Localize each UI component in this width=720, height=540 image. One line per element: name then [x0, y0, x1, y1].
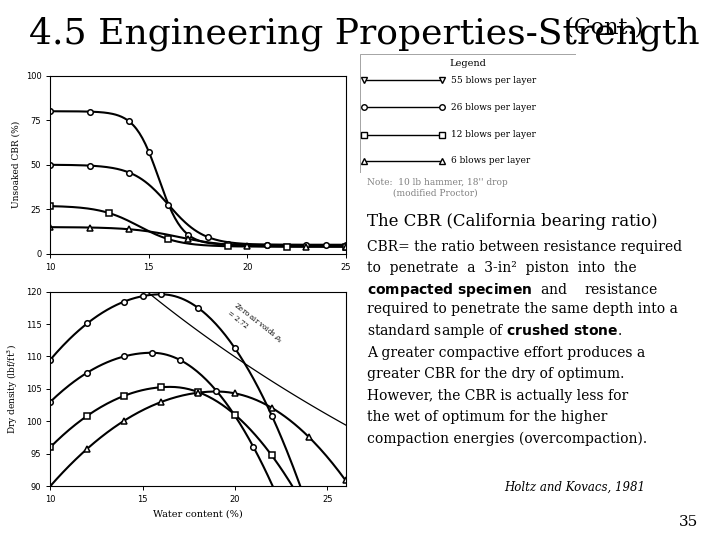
Text: 6 blows per layer: 6 blows per layer — [451, 157, 530, 165]
Text: (Cont.): (Cont.) — [558, 16, 644, 38]
Text: However, the CBR is actually less for: However, the CBR is actually less for — [367, 389, 629, 403]
Text: 35: 35 — [679, 515, 698, 529]
Text: Note:  10 lb hammer, 18'' drop
         (modified Proctor): Note: 10 lb hammer, 18'' drop (modified … — [367, 178, 508, 198]
Text: The CBR (California bearing ratio): The CBR (California bearing ratio) — [367, 213, 658, 230]
Text: greater CBR for the dry of optimum.: greater CBR for the dry of optimum. — [367, 367, 624, 381]
Text: required to penetrate the same depth into a: required to penetrate the same depth int… — [367, 302, 678, 316]
Text: $\mathbf{compacted\ specimen}$  and    resistance: $\mathbf{compacted\ specimen}$ and resis… — [367, 281, 658, 299]
Text: 12 blows per layer: 12 blows per layer — [451, 130, 536, 139]
Text: A greater compactive effort produces a: A greater compactive effort produces a — [367, 346, 645, 360]
Text: 4.5 Engineering Properties-Strength: 4.5 Engineering Properties-Strength — [29, 16, 699, 51]
X-axis label: Water content (%): Water content (%) — [153, 510, 243, 518]
Text: compaction energies (overcompaction).: compaction energies (overcompaction). — [367, 432, 647, 447]
Text: Zero air voids $\rho_s$
= 2.72: Zero air voids $\rho_s$ = 2.72 — [225, 300, 286, 353]
Text: CBR= the ratio between resistance required: CBR= the ratio between resistance requir… — [367, 240, 683, 254]
Text: Holtz and Kovacs, 1981: Holtz and Kovacs, 1981 — [504, 481, 645, 494]
Text: 55 blows per layer: 55 blows per layer — [451, 76, 536, 85]
Text: 26 blows per layer: 26 blows per layer — [451, 103, 536, 112]
Text: Legend: Legend — [449, 59, 487, 68]
Text: to  penetrate  a  3-in²  piston  into  the: to penetrate a 3-in² piston into the — [367, 261, 636, 275]
Text: the wet of optimum for the higher: the wet of optimum for the higher — [367, 410, 608, 424]
Text: standard sample of $\mathbf{crushed\ stone}$.: standard sample of $\mathbf{crushed\ sto… — [367, 322, 622, 340]
Y-axis label: Unsoaked CBR (%): Unsoaked CBR (%) — [11, 121, 20, 208]
Y-axis label: Dry density (lbf/ft$^3$): Dry density (lbf/ft$^3$) — [6, 344, 20, 434]
